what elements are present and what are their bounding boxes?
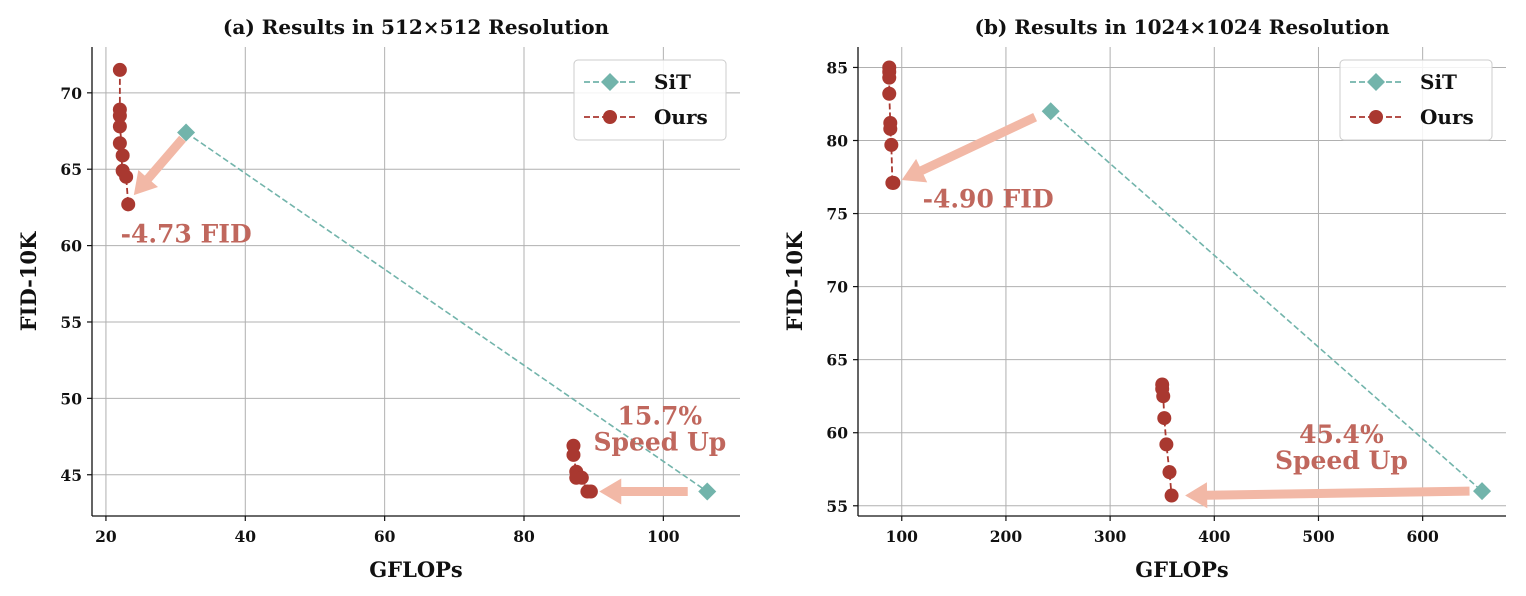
y-axis-label: FID-10K bbox=[16, 231, 41, 331]
y-tick-label: 70 bbox=[60, 84, 82, 103]
x-axis-label: GFLOPs bbox=[369, 557, 463, 582]
chart-title: (a) Results in 512×512 Resolution bbox=[223, 15, 610, 39]
ours-point bbox=[883, 121, 898, 136]
ours-point bbox=[112, 136, 127, 151]
ours-point bbox=[1162, 465, 1177, 480]
legend-marker bbox=[1369, 110, 1383, 124]
y-axis-label: FID-10K bbox=[782, 231, 807, 331]
ours-point bbox=[115, 148, 130, 163]
sit-series-line bbox=[185, 131, 708, 493]
annotation-arrow bbox=[1185, 482, 1470, 509]
x-axis-label: GFLOPs bbox=[1135, 557, 1229, 582]
ours-point bbox=[574, 470, 589, 485]
x-tick-label: 200 bbox=[990, 527, 1023, 546]
x-tick-label: 100 bbox=[886, 527, 919, 546]
y-tick-label: 65 bbox=[60, 160, 82, 179]
ours-point bbox=[119, 169, 134, 184]
ours-point bbox=[121, 197, 136, 212]
legend-marker bbox=[601, 73, 619, 91]
legend: SiT Ours bbox=[573, 59, 727, 141]
sit-series-line bbox=[1050, 110, 1483, 492]
x-tick-label: 100 bbox=[647, 527, 680, 546]
y-tick-label: 80 bbox=[826, 132, 848, 151]
y-tick-label: 60 bbox=[60, 237, 82, 256]
x-tick-label: 300 bbox=[1094, 527, 1127, 546]
speedup-text-label: Speed Up bbox=[1275, 446, 1408, 475]
ours-point bbox=[882, 70, 897, 85]
ours-point bbox=[112, 62, 127, 77]
sit-point bbox=[698, 482, 717, 501]
ours-point bbox=[882, 86, 897, 101]
legend-label: Ours bbox=[1420, 105, 1474, 129]
fid-improvement-label: -4.90 FID bbox=[923, 185, 1054, 214]
legend-marker bbox=[603, 110, 617, 124]
legend-label: Ours bbox=[654, 105, 708, 129]
legend-marker bbox=[1367, 73, 1385, 91]
annotation-arrow bbox=[599, 478, 688, 505]
ours-point bbox=[1156, 389, 1171, 404]
ours-point bbox=[1164, 488, 1179, 503]
x-tick-label: 60 bbox=[374, 527, 396, 546]
speedup-percent-label: 45.4% bbox=[1299, 420, 1384, 449]
chart-panel-a: 20 40 60 80 100 45 50 55 60 65 70 (a) Results in 51… bbox=[16, 15, 740, 582]
x-tick-label: 80 bbox=[513, 527, 535, 546]
y-tick-label: 65 bbox=[826, 351, 848, 370]
x-tick-label: 40 bbox=[235, 527, 257, 546]
ours-point bbox=[583, 484, 598, 499]
speedup-percent-label: 15.7% bbox=[618, 401, 703, 430]
y-tick-label: 50 bbox=[60, 389, 82, 408]
x-tick-label: 400 bbox=[1198, 527, 1231, 546]
y-tick-label: 55 bbox=[60, 313, 82, 332]
sit-point bbox=[1473, 482, 1492, 501]
speedup-text-label: Speed Up bbox=[593, 427, 726, 456]
ours-point bbox=[112, 108, 127, 123]
chart-title: (b) Results in 1024×1024 Resolution bbox=[974, 15, 1389, 39]
y-tick-label: 55 bbox=[826, 497, 848, 516]
ours-point bbox=[1159, 437, 1174, 452]
fid-improvement-label: -4.73 FID bbox=[121, 220, 252, 249]
sit-point bbox=[177, 123, 196, 142]
legend-label: SiT bbox=[654, 70, 691, 94]
y-tick-label: 75 bbox=[826, 205, 848, 224]
chart-panel-b: 100 200 300 400 500 600 55 60 65 70 75 80 85 (b) Resu… bbox=[782, 15, 1506, 582]
y-tick-label: 70 bbox=[826, 278, 848, 297]
ours-point bbox=[112, 119, 127, 134]
x-tick-label: 600 bbox=[1406, 527, 1439, 546]
y-tick-label: 85 bbox=[826, 58, 848, 77]
x-tick-label: 500 bbox=[1302, 527, 1335, 546]
y-tick-label: 60 bbox=[826, 424, 848, 443]
legend: SiT Ours bbox=[1339, 59, 1493, 141]
ours-point bbox=[884, 137, 899, 152]
x-tick-label: 20 bbox=[95, 527, 117, 546]
ours-point bbox=[566, 447, 581, 462]
y-tick-label: 45 bbox=[60, 466, 82, 485]
sit-point bbox=[1041, 102, 1060, 121]
annotation-arrow bbox=[901, 113, 1038, 183]
annotation-arrow bbox=[133, 135, 186, 196]
ours-point bbox=[1157, 411, 1172, 426]
ours-point bbox=[886, 175, 901, 190]
legend-label: SiT bbox=[1420, 70, 1457, 94]
